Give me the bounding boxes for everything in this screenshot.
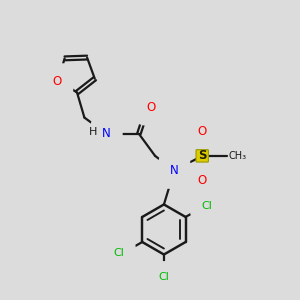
Text: N: N [170,164,178,177]
Text: O: O [146,101,155,114]
FancyBboxPatch shape [196,150,208,162]
Text: O: O [52,75,62,88]
Text: Cl: Cl [114,248,124,258]
Text: Cl: Cl [201,201,212,211]
Text: H: H [89,127,98,137]
Text: O: O [198,173,207,187]
Text: CH₃: CH₃ [229,151,247,161]
Text: N: N [102,127,111,140]
Text: Cl: Cl [158,272,169,282]
Text: O: O [198,125,207,138]
Text: S: S [198,149,206,162]
